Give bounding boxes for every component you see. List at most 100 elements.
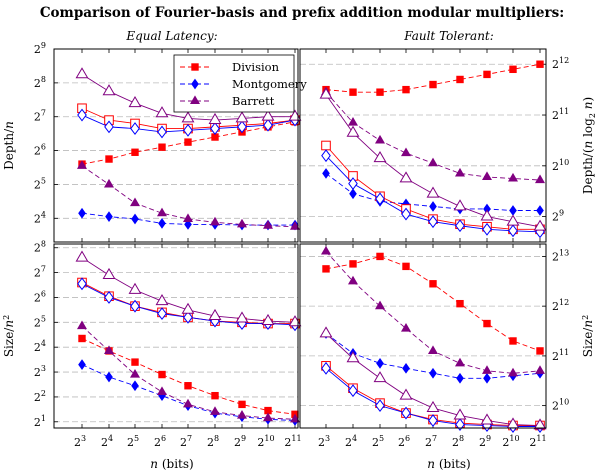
data-point: [237, 120, 247, 134]
y-tick-label: 25: [34, 314, 46, 329]
data-point: [182, 398, 194, 408]
data-point: [210, 122, 220, 136]
legend-label: Division: [232, 60, 280, 74]
data-point: [482, 222, 492, 236]
panel-top-right: 29 210 211 212 Depth/(n log2 n): [299, 48, 597, 243]
x-tick-label: 26: [398, 434, 410, 449]
data-point: [78, 207, 86, 219]
series-montgomery-dashed: [78, 207, 299, 231]
data-point: [399, 388, 413, 400]
subtitle-right: Fault Tolerant:: [403, 29, 494, 43]
series-montgomery-dashed: [78, 359, 299, 426]
data-point: [429, 80, 437, 89]
x-tick-label: 27: [180, 434, 192, 449]
data-point: [261, 109, 275, 121]
data-point: [349, 88, 357, 96]
data-point: [158, 370, 166, 379]
xlabel-right: n (bits): [427, 457, 470, 471]
data-point: [238, 400, 246, 409]
data-point: [428, 215, 438, 229]
data-point: [399, 171, 413, 183]
series-line: [81, 364, 296, 421]
data-point: [507, 367, 519, 377]
data-point: [130, 299, 140, 313]
x-tick-label: 27: [425, 434, 437, 449]
data-point: [289, 413, 301, 423]
x-tick-label: 29: [234, 434, 246, 449]
y-tick-label: 24: [34, 210, 46, 225]
data-point: [427, 157, 439, 167]
data-point: [182, 213, 194, 223]
data-point: [429, 280, 437, 288]
data-point: [261, 313, 275, 325]
data-point: [349, 188, 357, 200]
data-point: [426, 186, 440, 198]
data-point: [321, 149, 331, 163]
y-tick-label: 27: [34, 109, 46, 124]
data-point: [262, 412, 274, 422]
data-point: [480, 209, 494, 221]
data-point: [129, 197, 141, 207]
data-point: [374, 300, 386, 310]
y-axis-label: Size/n2: [581, 315, 595, 357]
y-axis-label: Depth/n: [2, 121, 16, 170]
legend: Division Montgomery Barrett: [173, 54, 307, 113]
x-tick-label: 23: [318, 434, 330, 449]
data-point: [131, 358, 139, 366]
data-point: [348, 177, 358, 191]
series-line: [325, 255, 541, 352]
data-point: [208, 308, 222, 321]
y-tick-label: 25: [34, 176, 46, 191]
data-point: [322, 168, 330, 179]
data-point: [536, 347, 544, 355]
data-point: [156, 386, 168, 395]
series-division-dashed: [322, 252, 544, 355]
data-point: [481, 171, 493, 181]
data-point: [402, 362, 410, 374]
data-point: [181, 302, 195, 314]
data-point: [349, 260, 357, 268]
plot-frame: [299, 243, 547, 429]
data-point: [78, 359, 86, 370]
data-point: [429, 367, 437, 379]
data-point: [456, 75, 464, 84]
data-point: [76, 160, 88, 169]
series-barrett-solid: [75, 67, 302, 125]
data-point: [320, 245, 332, 255]
y-tick-label: 212: [552, 56, 569, 71]
x-tick-label: 29: [479, 434, 491, 449]
data-point: [507, 172, 519, 182]
data-point: [536, 205, 544, 216]
data-point: [534, 174, 546, 184]
x-tick-label: 24: [345, 434, 357, 449]
data-point: [347, 117, 359, 126]
data-point: [401, 406, 411, 420]
subtitle-left: Equal Latency:: [125, 29, 217, 43]
data-point: [263, 118, 273, 132]
data-point: [184, 219, 192, 230]
data-point: [321, 361, 331, 375]
data-point: [157, 307, 167, 321]
y-tick-label: 213: [552, 248, 569, 263]
data-point: [184, 138, 192, 146]
data-point: [157, 125, 167, 139]
data-point: [105, 211, 113, 222]
data-point: [76, 320, 88, 330]
series-barrett-solid: [319, 326, 547, 430]
y-tick-label: 211: [552, 107, 569, 122]
data-point: [211, 391, 219, 400]
figure-title: Comparison of Fourier-basis and prefix a…: [40, 5, 564, 21]
y-tick-label: 28: [34, 75, 46, 90]
series-line: [325, 251, 541, 374]
x-tick-label: 28: [207, 434, 219, 449]
y-tick-label: 21: [34, 414, 46, 429]
panels: 24 25 26 27 28 29 Depth/n 29 210 211 212 Depth/(n l…: [2, 41, 597, 449]
data-point: [533, 219, 547, 231]
data-point: [319, 326, 333, 338]
data-point: [321, 140, 331, 151]
data-point: [158, 143, 166, 151]
y-tick-label: 28: [34, 240, 46, 255]
x-tick-label: 23: [74, 434, 86, 449]
data-point: [235, 311, 249, 323]
data-point: [183, 310, 193, 324]
